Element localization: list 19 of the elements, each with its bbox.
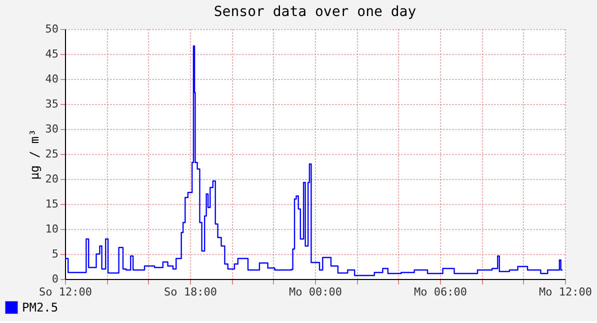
- y-tick-label: 5: [52, 248, 58, 260]
- x-tick-label: Mo 06:00: [414, 286, 467, 298]
- y-tick-label: 30: [45, 122, 58, 136]
- y-tick-label: 45: [45, 48, 58, 60]
- y-tick-label: 15: [45, 198, 58, 210]
- y-axis-title: µg / m³: [27, 129, 42, 180]
- x-tick-label: So 12:00: [39, 286, 92, 298]
- y-tick-label: 10: [45, 222, 58, 236]
- y-tick-label: 25: [45, 148, 58, 160]
- chart-title: Sensor data over one day: [214, 4, 416, 20]
- y-tick-label: 0: [52, 272, 58, 286]
- y-tick-label: 40: [45, 72, 58, 86]
- x-tick-label: So 18:00: [164, 286, 217, 298]
- legend-label: PM2.5: [22, 300, 58, 314]
- y-tick-label: 20: [45, 172, 58, 186]
- x-tick-label: Mo 12:00: [539, 286, 592, 298]
- y-tick-label: 50: [45, 22, 58, 36]
- y-tick-label: 35: [45, 98, 58, 110]
- x-tick-label: Mo 00:00: [289, 286, 342, 298]
